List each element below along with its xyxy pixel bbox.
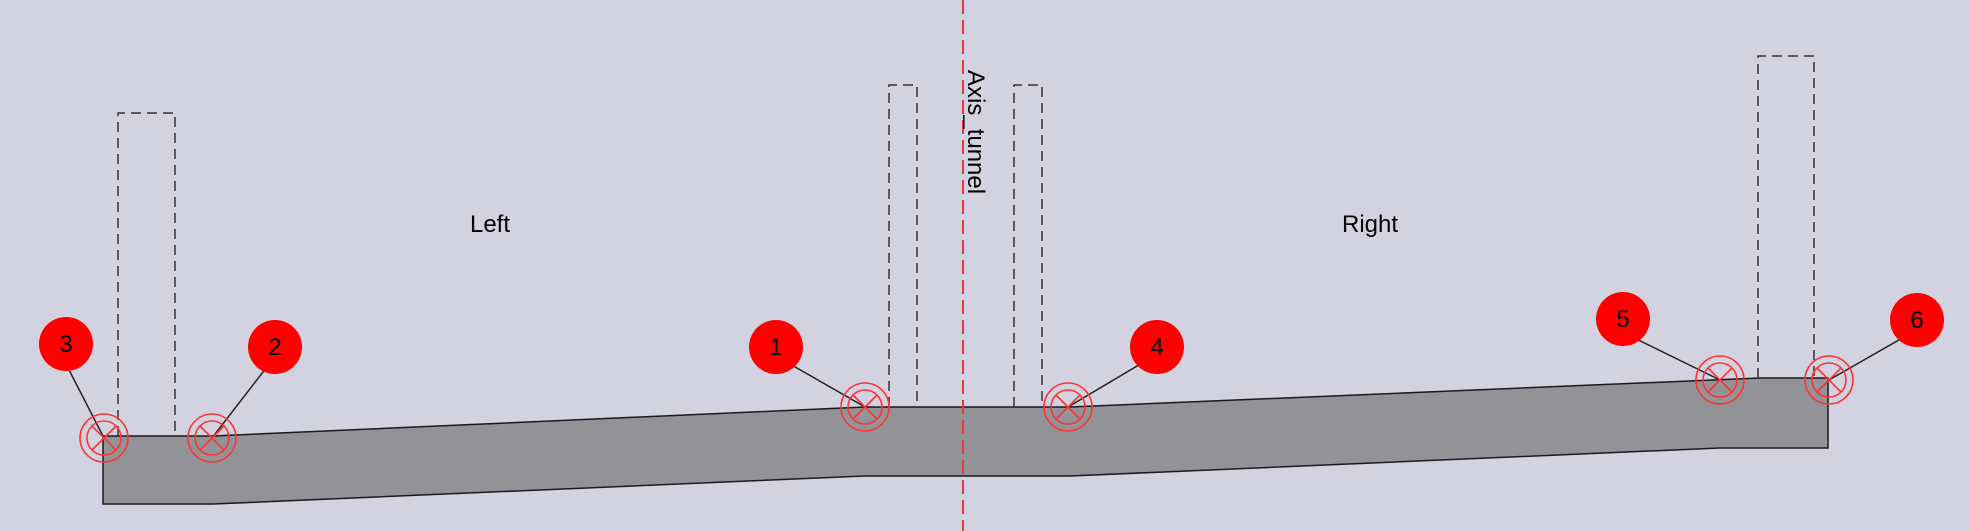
circle-x-icon[interactable]: [1804, 355, 1854, 405]
clearance-envelope-left: [117, 112, 176, 436]
marker-4[interactable]: 4: [1130, 320, 1184, 374]
circle-x-icon[interactable]: [79, 413, 129, 463]
circle-x-icon[interactable]: [187, 413, 237, 463]
marker-number: 4: [1150, 334, 1163, 361]
circle-x-icon[interactable]: [1043, 382, 1093, 432]
marker-number: 3: [59, 331, 72, 358]
marker-number: 5: [1616, 306, 1629, 333]
circle-x-icon[interactable]: [840, 382, 890, 432]
right-label: Right: [1342, 211, 1398, 238]
circle-x-icon[interactable]: [1695, 355, 1745, 405]
left-label: Left: [470, 211, 510, 238]
marker-6[interactable]: 6: [1890, 293, 1944, 347]
marker-number: 6: [1910, 307, 1923, 334]
marker-number: 1: [769, 334, 782, 361]
marker-2[interactable]: 2: [248, 320, 302, 374]
marker-5[interactable]: 5: [1596, 292, 1650, 346]
marker-3[interactable]: 3: [39, 317, 93, 371]
marker-1[interactable]: 1: [749, 320, 803, 374]
marker-number: 2: [268, 334, 281, 361]
clearance-envelope-right: [1757, 55, 1815, 378]
clearance-envelope-center-right: [1013, 84, 1043, 407]
cross-section-slab: [102, 377, 1829, 505]
clearance-envelope-center-left: [888, 84, 918, 407]
axis-label: Axis_tunnel: [962, 70, 989, 194]
leader-line-3: [65, 363, 105, 439]
